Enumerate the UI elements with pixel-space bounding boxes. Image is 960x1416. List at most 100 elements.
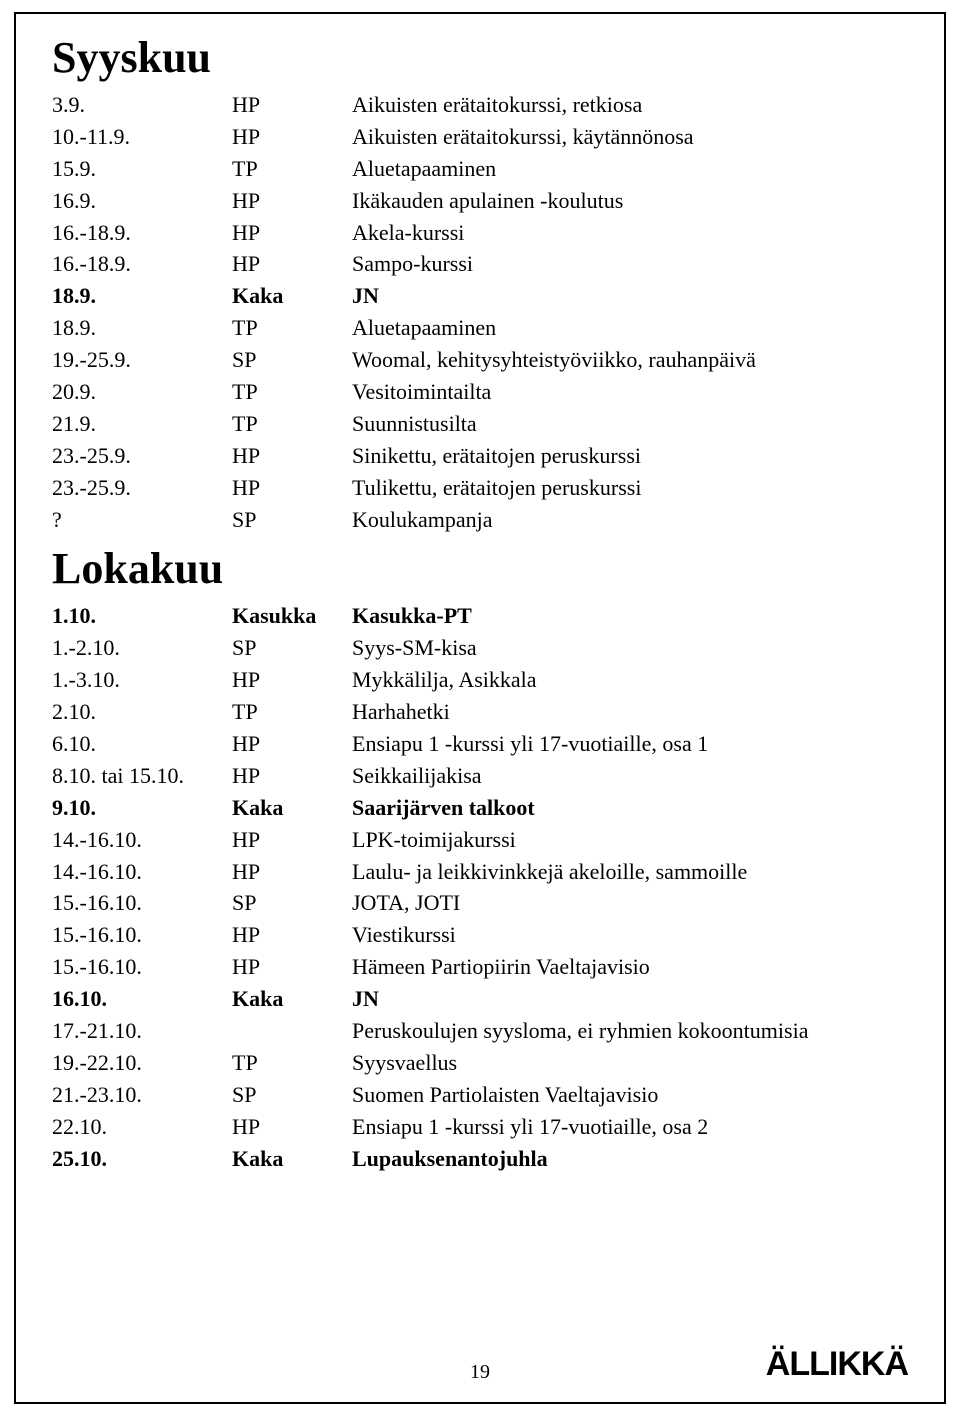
table-row: 20.9.TPVesitoimintailta xyxy=(52,376,908,408)
date-cell: 16.9. xyxy=(52,185,232,217)
date-cell: 25.10. xyxy=(52,1143,232,1175)
table-row: 14.-16.10.HPLaulu- ja leikkivinkkejä ake… xyxy=(52,856,908,888)
date-cell: 1.-3.10. xyxy=(52,664,232,696)
org-cell: HP xyxy=(232,440,352,472)
table-row: 6.10.HPEnsiapu 1 -kurssi yli 17-vuotiail… xyxy=(52,728,908,760)
date-cell: 6.10. xyxy=(52,728,232,760)
date-cell: 10.-11.9. xyxy=(52,121,232,153)
org-cell: SP xyxy=(232,504,352,536)
org-cell: HP xyxy=(232,217,352,249)
desc-cell: JN xyxy=(352,983,908,1015)
desc-cell: Koulukampanja xyxy=(352,504,908,536)
table-row: 16.10.KakaJN xyxy=(52,983,908,1015)
table-row: 1.10.KasukkaKasukka-PT xyxy=(52,600,908,632)
date-cell: 16.-18.9. xyxy=(52,217,232,249)
table-row: 16.-18.9.HPSampo-kurssi xyxy=(52,248,908,280)
org-cell: HP xyxy=(232,248,352,280)
date-cell: 21.-23.10. xyxy=(52,1079,232,1111)
date-cell: 19.-25.9. xyxy=(52,344,232,376)
table-row: 1.-2.10.SPSyys-SM-kisa xyxy=(52,632,908,664)
section-heading: Syyskuu xyxy=(52,32,908,83)
org-cell: Kaka xyxy=(232,983,352,1015)
date-cell: 2.10. xyxy=(52,696,232,728)
desc-cell: Peruskoulujen syysloma, ei ryhmien kokoo… xyxy=(352,1015,908,1047)
org-cell: HP xyxy=(232,856,352,888)
date-cell: 15.-16.10. xyxy=(52,887,232,919)
org-cell: SP xyxy=(232,632,352,664)
desc-cell: Ensiapu 1 -kurssi yli 17-vuotiaille, osa… xyxy=(352,728,908,760)
logo-text: ÄLLIKKÄ xyxy=(766,1345,908,1384)
table-row: 18.9.TPAluetapaaminen xyxy=(52,312,908,344)
table-row: 22.10.HPEnsiapu 1 -kurssi yli 17-vuotiai… xyxy=(52,1111,908,1143)
org-cell: HP xyxy=(232,1111,352,1143)
schedule-table: 3.9.HPAikuisten erätaitokurssi, retkiosa… xyxy=(52,89,908,535)
table-row: ?SPKoulukampanja xyxy=(52,504,908,536)
date-cell: 14.-16.10. xyxy=(52,856,232,888)
desc-cell: LPK-toimijakurssi xyxy=(352,824,908,856)
org-cell: SP xyxy=(232,344,352,376)
org-cell xyxy=(232,1015,352,1047)
org-cell: HP xyxy=(232,89,352,121)
date-cell: 15.-16.10. xyxy=(52,919,232,951)
org-cell: TP xyxy=(232,376,352,408)
date-cell: 16.-18.9. xyxy=(52,248,232,280)
desc-cell: Hämeen Partiopiirin Vaeltajavisio xyxy=(352,951,908,983)
desc-cell: Tulikettu, erätaitojen peruskurssi xyxy=(352,472,908,504)
table-row: 9.10.KakaSaarijärven talkoot xyxy=(52,792,908,824)
date-cell: 9.10. xyxy=(52,792,232,824)
org-cell: HP xyxy=(232,951,352,983)
desc-cell: Kasukka-PT xyxy=(352,600,908,632)
org-cell: HP xyxy=(232,919,352,951)
desc-cell: Seikkailijakisa xyxy=(352,760,908,792)
schedule-table: 1.10.KasukkaKasukka-PT1.-2.10.SPSyys-SM-… xyxy=(52,600,908,1174)
org-cell: HP xyxy=(232,824,352,856)
table-row: 1.-3.10.HPMykkälilja, Asikkala xyxy=(52,664,908,696)
table-row: 3.9.HPAikuisten erätaitokurssi, retkiosa xyxy=(52,89,908,121)
desc-cell: Sampo-kurssi xyxy=(352,248,908,280)
date-cell: 23.-25.9. xyxy=(52,440,232,472)
desc-cell: Suomen Partiolaisten Vaeltajavisio xyxy=(352,1079,908,1111)
desc-cell: JOTA, JOTI xyxy=(352,887,908,919)
org-cell: Kaka xyxy=(232,1143,352,1175)
desc-cell: Suunnistusilta xyxy=(352,408,908,440)
table-row: 14.-16.10.HPLPK-toimijakurssi xyxy=(52,824,908,856)
date-cell: 15.-16.10. xyxy=(52,951,232,983)
desc-cell: Aluetapaaminen xyxy=(352,153,908,185)
table-row: 16.9.HPIkäkauden apulainen -koulutus xyxy=(52,185,908,217)
org-cell: HP xyxy=(232,472,352,504)
org-cell: TP xyxy=(232,696,352,728)
date-cell: 15.9. xyxy=(52,153,232,185)
desc-cell: Laulu- ja leikkivinkkejä akeloille, samm… xyxy=(352,856,908,888)
org-cell: TP xyxy=(232,312,352,344)
table-row: 10.-11.9.HPAikuisten erätaitokurssi, käy… xyxy=(52,121,908,153)
org-cell: HP xyxy=(232,664,352,696)
date-cell: 20.9. xyxy=(52,376,232,408)
desc-cell: Aikuisten erätaitokurssi, käytännönosa xyxy=(352,121,908,153)
section-heading: Lokakuu xyxy=(52,543,908,594)
date-cell: 21.9. xyxy=(52,408,232,440)
org-cell: HP xyxy=(232,121,352,153)
date-cell: 1.-2.10. xyxy=(52,632,232,664)
page-border: Syyskuu 3.9.HPAikuisten erätaitokurssi, r… xyxy=(14,12,946,1404)
table-row: 15.-16.10.HPViestikurssi xyxy=(52,919,908,951)
table-row: 19.-22.10.TPSyysvaellus xyxy=(52,1047,908,1079)
table-row: 18.9.KakaJN xyxy=(52,280,908,312)
date-cell: 16.10. xyxy=(52,983,232,1015)
date-cell: 14.-16.10. xyxy=(52,824,232,856)
desc-cell: JN xyxy=(352,280,908,312)
desc-cell: Lupauksenantojuhla xyxy=(352,1143,908,1175)
desc-cell: Sinikettu, erätaitojen peruskurssi xyxy=(352,440,908,472)
table-row: 15.-16.10.HPHämeen Partiopiirin Vaeltaja… xyxy=(52,951,908,983)
desc-cell: Mykkälilja, Asikkala xyxy=(352,664,908,696)
table-row: 8.10. tai 15.10.HPSeikkailijakisa xyxy=(52,760,908,792)
desc-cell: Viestikurssi xyxy=(352,919,908,951)
table-row: 15.-16.10.SPJOTA, JOTI xyxy=(52,887,908,919)
desc-cell: Akela-kurssi xyxy=(352,217,908,249)
desc-cell: Syysvaellus xyxy=(352,1047,908,1079)
table-row: 16.-18.9.HPAkela-kurssi xyxy=(52,217,908,249)
desc-cell: Saarijärven talkoot xyxy=(352,792,908,824)
table-row: 17.-21.10.Peruskoulujen syysloma, ei ryh… xyxy=(52,1015,908,1047)
table-row: 15.9.TPAluetapaaminen xyxy=(52,153,908,185)
org-cell: TP xyxy=(232,1047,352,1079)
table-row: 23.-25.9.HPSinikettu, erätaitojen perusk… xyxy=(52,440,908,472)
